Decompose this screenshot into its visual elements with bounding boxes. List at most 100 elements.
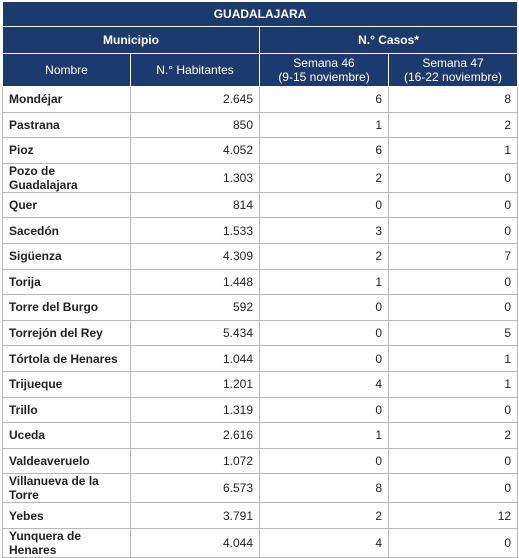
table-row: Tórtola de Henares 1.044 0 1 <box>2 345 519 372</box>
municipality-name: Valdeaveruelo <box>2 447 131 475</box>
column-header: N.° Habitantes <box>130 53 260 87</box>
column-label: Nombre <box>45 63 88 77</box>
table-row: Quer 814 0 0 <box>2 191 519 219</box>
column-header: Semana 47 (16-22 noviembre) <box>387 53 519 87</box>
number-cell: 1 <box>387 345 519 372</box>
municipality-name: Yebes <box>2 502 131 529</box>
table-row: Pioz 4.052 6 1 <box>2 137 519 164</box>
number-cell: 2 <box>259 162 389 193</box>
number-cell: 0 <box>259 294 389 321</box>
number-cell: 5.434 <box>130 319 260 347</box>
municipality-name: Torrejón del Rey <box>2 319 131 347</box>
number-cell: 6.573 <box>130 473 260 504</box>
municipality-name: Villanueva de la Torre <box>2 473 131 504</box>
municipality-name: Pioz <box>2 137 131 164</box>
number-cell: 0 <box>259 319 389 347</box>
number-cell: 850 <box>130 111 260 139</box>
municipality-name: Trillo <box>2 396 131 424</box>
municipality-name: Yunquera de Henares <box>2 527 131 558</box>
municipality-name: Tórtola de Henares <box>2 345 131 372</box>
column-sublabel: (9-15 noviembre) <box>278 70 370 84</box>
number-cell: 1 <box>259 268 389 296</box>
number-cell: 3.791 <box>130 502 260 529</box>
number-cell: 0 <box>387 162 519 193</box>
number-cell: 6 <box>259 86 389 113</box>
number-cell: 7 <box>387 242 519 270</box>
number-cell: 814 <box>130 191 260 219</box>
table-row: Uceda 2.616 1 2 <box>2 422 519 449</box>
municipality-name: Quer <box>2 191 131 219</box>
number-cell: 2 <box>387 422 519 449</box>
number-cell: 0 <box>387 294 519 321</box>
column-header: Semana 46 (9-15 noviembre) <box>259 53 389 87</box>
number-cell: 8 <box>387 86 519 113</box>
table-row: Sigüenza 4.309 2 7 <box>2 242 519 270</box>
number-cell: 2 <box>259 502 389 529</box>
municipality-name: Pastrana <box>2 111 131 139</box>
column-label: N.° Habitantes <box>156 63 234 77</box>
table-row: Trijueque 1.201 4 1 <box>2 370 519 398</box>
table-row: Torrejón del Rey 5.434 0 5 <box>2 319 519 347</box>
number-cell: 592 <box>130 294 260 321</box>
number-cell: 1 <box>259 111 389 139</box>
table-head: GUADALAJARA Municipio N.° Casos* Nombre N… <box>1 1 519 87</box>
table-body: Mondéjar 2.645 6 8 Pastrana 850 1 2 Pioz 4.052 6 1 P… <box>2 86 519 558</box>
table-row: Valdeaveruelo 1.072 0 0 <box>2 447 519 475</box>
table-row: Sacedón 1.533 3 0 <box>2 217 519 244</box>
number-cell: 4.052 <box>130 137 260 164</box>
number-cell: 0 <box>387 268 519 296</box>
number-cell: 1.303 <box>130 162 260 193</box>
table-row: Villanueva de la Torre 6.573 8 0 <box>2 473 519 504</box>
table-row: Pastrana 850 1 2 <box>2 111 519 139</box>
number-cell: 4.044 <box>130 527 260 558</box>
group-header: N.° Casos* <box>258 26 519 54</box>
group-header: Municipio <box>2 26 260 54</box>
column-sublabel: (16-22 noviembre) <box>404 70 503 84</box>
number-cell: 0 <box>387 191 519 219</box>
table-row: Pozo de Guadalajara 1.303 2 0 <box>2 162 519 193</box>
number-cell: 2 <box>387 111 519 139</box>
number-cell: 12 <box>387 502 519 529</box>
number-cell: 0 <box>387 217 519 244</box>
number-cell: 1 <box>259 422 389 449</box>
number-cell: 0 <box>387 473 519 504</box>
table-row: Mondéjar 2.645 6 8 <box>2 86 519 113</box>
table-row: Yebes 3.791 2 12 <box>2 502 519 529</box>
municipality-name: Sacedón <box>2 217 131 244</box>
table-title: GUADALAJARA <box>1 1 519 27</box>
column-label: Semana 46 <box>293 56 355 70</box>
number-cell: 2.616 <box>130 422 260 449</box>
number-cell: 1.319 <box>130 396 260 424</box>
municipality-name: Uceda <box>2 422 131 449</box>
column-header: Nombre <box>2 53 131 87</box>
number-cell: 0 <box>259 447 389 475</box>
number-cell: 0 <box>387 396 519 424</box>
municipality-name: Torija <box>2 268 131 296</box>
municipality-name: Trijueque <box>2 370 131 398</box>
number-cell: 8 <box>259 473 389 504</box>
number-cell: 1 <box>387 370 519 398</box>
number-cell: 1.201 <box>130 370 260 398</box>
municipality-name: Pozo de Guadalajara <box>2 162 131 193</box>
table-row: Trillo 1.319 0 0 <box>2 396 519 424</box>
number-cell: 3 <box>259 217 389 244</box>
column-label: Semana 47 <box>422 56 484 70</box>
municipality-name: Torre del Burgo <box>2 294 131 321</box>
number-cell: 0 <box>259 396 389 424</box>
number-cell: 5 <box>387 319 519 347</box>
column-header-row: Nombre N.° Habitantes Semana 46 (9-15 novie… <box>2 53 519 87</box>
number-cell: 0 <box>259 345 389 372</box>
number-cell: 4 <box>259 527 389 558</box>
number-cell: 0 <box>387 447 519 475</box>
number-cell: 4.309 <box>130 242 260 270</box>
municipality-name: Mondéjar <box>2 86 131 113</box>
number-cell: 1.448 <box>130 268 260 296</box>
number-cell: 2 <box>259 242 389 270</box>
number-cell: 0 <box>259 191 389 219</box>
number-cell: 6 <box>259 137 389 164</box>
table-row: Torre del Burgo 592 0 0 <box>2 294 519 321</box>
number-cell: 1.044 <box>130 345 260 372</box>
number-cell: 1 <box>387 137 519 164</box>
